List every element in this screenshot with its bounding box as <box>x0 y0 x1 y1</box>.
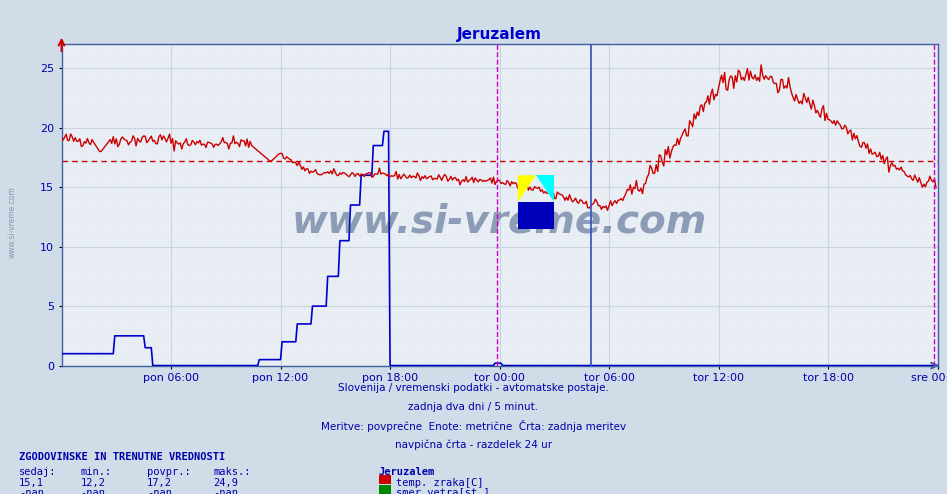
Text: Meritve: povprečne  Enote: metrične  Črta: zadnja meritev: Meritve: povprečne Enote: metrične Črta:… <box>321 420 626 432</box>
Text: www.si-vreme.com: www.si-vreme.com <box>292 202 707 240</box>
Text: navpična črta - razdelek 24 ur: navpična črta - razdelek 24 ur <box>395 439 552 450</box>
Text: smer vetra[st.]: smer vetra[st.] <box>396 488 490 494</box>
Bar <box>518 202 554 229</box>
Polygon shape <box>518 175 536 202</box>
Text: ZGODOVINSKE IN TRENUTNE VREDNOSTI: ZGODOVINSKE IN TRENUTNE VREDNOSTI <box>19 452 225 462</box>
Title: Jeruzalem: Jeruzalem <box>457 27 542 42</box>
Text: min.:: min.: <box>80 467 112 477</box>
Text: povpr.:: povpr.: <box>147 467 190 477</box>
Text: zadnja dva dni / 5 minut.: zadnja dva dni / 5 minut. <box>408 402 539 412</box>
Text: 24,9: 24,9 <box>213 478 238 488</box>
Text: 15,1: 15,1 <box>19 478 44 488</box>
Text: Slovenija / vremenski podatki - avtomatske postaje.: Slovenija / vremenski podatki - avtomats… <box>338 383 609 393</box>
Text: -nan: -nan <box>213 488 238 494</box>
Text: -nan: -nan <box>80 488 105 494</box>
Text: maks.:: maks.: <box>213 467 251 477</box>
Text: 12,2: 12,2 <box>80 478 105 488</box>
Text: temp. zraka[C]: temp. zraka[C] <box>396 478 483 488</box>
Text: -nan: -nan <box>19 488 44 494</box>
Text: -nan: -nan <box>147 488 171 494</box>
Text: sedaj:: sedaj: <box>19 467 57 477</box>
Polygon shape <box>536 175 554 202</box>
Text: www.si-vreme.com: www.si-vreme.com <box>8 186 17 258</box>
Text: Jeruzalem: Jeruzalem <box>379 467 435 477</box>
Text: 17,2: 17,2 <box>147 478 171 488</box>
